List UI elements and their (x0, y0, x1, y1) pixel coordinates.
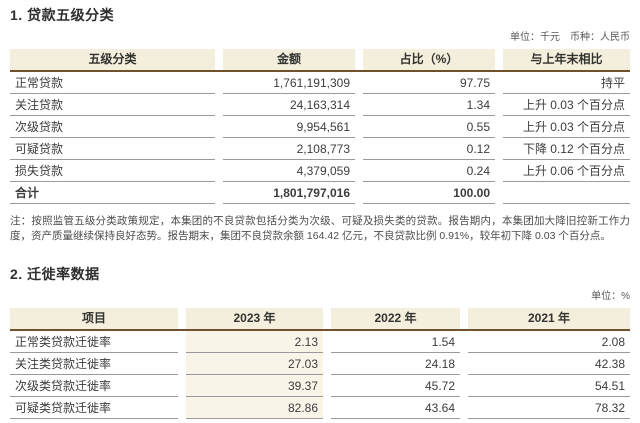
column-header-2021: 2021 年 (468, 308, 630, 329)
cell-item: 正常类贷款迁徙率 (10, 331, 178, 353)
table-row: 次级类贷款迁徙率 39.37 45.72 54.51 (10, 375, 630, 397)
table-row: 可疑类贷款迁徙率 82.86 43.64 78.32 (10, 397, 630, 419)
cell-amount: 1,761,191,309 (223, 72, 355, 94)
cell-category: 关注贷款 (10, 94, 215, 116)
cell-2022-value: 24.18 (331, 353, 460, 375)
table-row: 损失贷款 4,379,059 0.24 上升 0.06 个百分点 (10, 160, 630, 182)
section1-title: 1. 贷款五级分类 (10, 7, 115, 23)
cell-2021-value: 78.32 (468, 397, 630, 419)
cell-2022-value: 43.64 (331, 397, 460, 419)
cell-2023-value: 2.13 (186, 331, 323, 353)
cell-2023-value: 39.37 (186, 375, 323, 397)
column-header-2022: 2022 年 (331, 308, 460, 329)
column-header-item: 项目 (10, 308, 178, 329)
cell-2022-value: 1.54 (331, 331, 460, 353)
cell-change: 上升 0.03 个百分点 (503, 116, 630, 138)
column-header-percentage: 占比（%） (363, 49, 495, 70)
cell-percentage: 0.12 (363, 138, 495, 160)
table-header-row: 五级分类 金额 占比（%） 与上年末相比 (10, 49, 630, 72)
cell-change: 上升 0.03 个百分点 (503, 94, 630, 116)
cell-item: 次级类贷款迁徙率 (10, 375, 178, 397)
table-row: 次级贷款 9,954,561 0.55 上升 0.03 个百分点 (10, 116, 630, 138)
section2-title: 2. 迁徙率数据 (10, 266, 100, 282)
cell-change: 上升 0.06 个百分点 (503, 160, 630, 182)
migration-rate-table: 项目 2023 年 2022 年 2021 年 正常类贷款迁徙率 2.13 1.… (10, 308, 630, 419)
footnote: 注：按照监管五级分类政策规定，本集团的不良贷款包括分类为次级、可疑及损失类的贷款… (10, 215, 630, 242)
cell-item: 可疑类贷款迁徙率 (10, 397, 178, 419)
table-total-row: 合计 1,801,797,016 100.00 (10, 182, 630, 204)
cell-2023-value: 82.86 (186, 397, 323, 419)
cell-2022-value: 45.72 (331, 375, 460, 397)
cell-category: 合计 (10, 182, 215, 204)
cell-percentage: 97.75 (363, 72, 495, 94)
cell-amount: 24,163,314 (223, 94, 355, 116)
cell-2021-value: 54.51 (468, 375, 630, 397)
loan-classification-table: 五级分类 金额 占比（%） 与上年末相比 正常贷款 1,761,191,309 … (10, 49, 630, 204)
cell-amount: 9,954,561 (223, 116, 355, 138)
cell-item: 关注类贷款迁徙率 (10, 353, 178, 375)
cell-percentage: 1.34 (363, 94, 495, 116)
cell-percentage: 100.00 (363, 182, 495, 204)
cell-amount: 1,801,797,016 (223, 182, 355, 204)
cell-amount: 2,108,773 (223, 138, 355, 160)
cell-category: 损失贷款 (10, 160, 215, 182)
cell-percentage: 0.55 (363, 116, 495, 138)
cell-change (503, 182, 630, 204)
cell-percentage: 0.24 (363, 160, 495, 182)
table-row: 可疑贷款 2,108,773 0.12 下降 0.12 个百分点 (10, 138, 630, 160)
section1-unit-note: 单位：千元 币种：人民币 (510, 32, 630, 43)
section2-unit-note: 单位：% (591, 291, 630, 302)
cell-category: 正常贷款 (10, 72, 215, 94)
section-loan-classification: 1. 贷款五级分类 单位：千元 币种：人民币 五级分类 金额 占比（%） 与上年… (10, 5, 630, 244)
cell-2021-value: 42.38 (468, 353, 630, 375)
table-header-row: 项目 2023 年 2022 年 2021 年 (10, 308, 630, 331)
column-header-amount: 金额 (223, 49, 355, 70)
cell-amount: 4,379,059 (223, 160, 355, 182)
table-row: 关注贷款 24,163,314 1.34 上升 0.03 个百分点 (10, 94, 630, 116)
section-migration-rate: 2. 迁徙率数据 单位：% 项目 2023 年 2022 年 2021 年 正常… (10, 264, 630, 419)
cell-change: 下降 0.12 个百分点 (503, 138, 630, 160)
column-header-change: 与上年末相比 (503, 49, 630, 70)
table-row: 关注类贷款迁徙率 27.03 24.18 42.38 (10, 353, 630, 375)
cell-2021-value: 2.08 (468, 331, 630, 353)
table-row: 正常贷款 1,761,191,309 97.75 持平 (10, 72, 630, 94)
cell-change: 持平 (503, 72, 630, 94)
column-header-2023: 2023 年 (186, 308, 323, 329)
table-row: 正常类贷款迁徙率 2.13 1.54 2.08 (10, 331, 630, 353)
cell-category: 可疑贷款 (10, 138, 215, 160)
cell-2023-value: 27.03 (186, 353, 323, 375)
cell-category: 次级贷款 (10, 116, 215, 138)
column-header-category: 五级分类 (10, 49, 215, 70)
